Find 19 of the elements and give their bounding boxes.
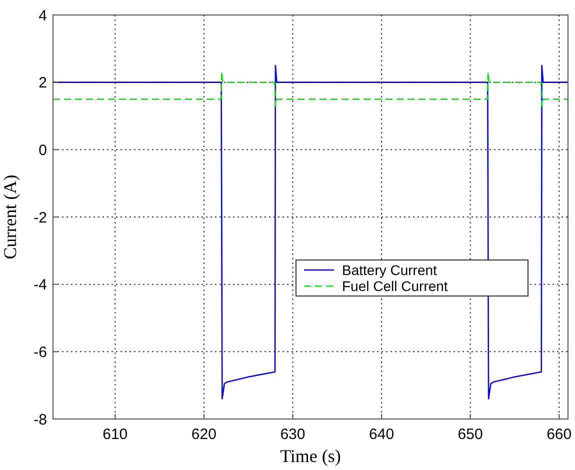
- x-tick-label: 640: [369, 426, 394, 443]
- y-axis-title: Current (A): [0, 174, 20, 260]
- y-tick-label: 2: [38, 74, 47, 92]
- y-tick-label: -2: [34, 209, 47, 226]
- x-tick-label: 630: [280, 426, 306, 443]
- y-tick-label: 4: [38, 7, 47, 24]
- y-tick-label: -4: [34, 276, 47, 294]
- x-axis-title: Time (s): [280, 446, 341, 466]
- x-tick-label: 610: [102, 426, 128, 443]
- legend-label: Battery Current: [342, 262, 438, 278]
- line-series: [52, 72, 569, 107]
- legend-label: Fuel Cell Current: [342, 278, 448, 294]
- y-tick-label: 0: [38, 142, 47, 159]
- x-tick-label: 620: [191, 426, 216, 443]
- x-tick-label: 650: [458, 426, 483, 443]
- x-tick-label: 660: [546, 426, 572, 443]
- y-tick-label: -6: [34, 344, 47, 361]
- y-tick-label: -8: [34, 411, 47, 428]
- line-series: [52, 64, 569, 400]
